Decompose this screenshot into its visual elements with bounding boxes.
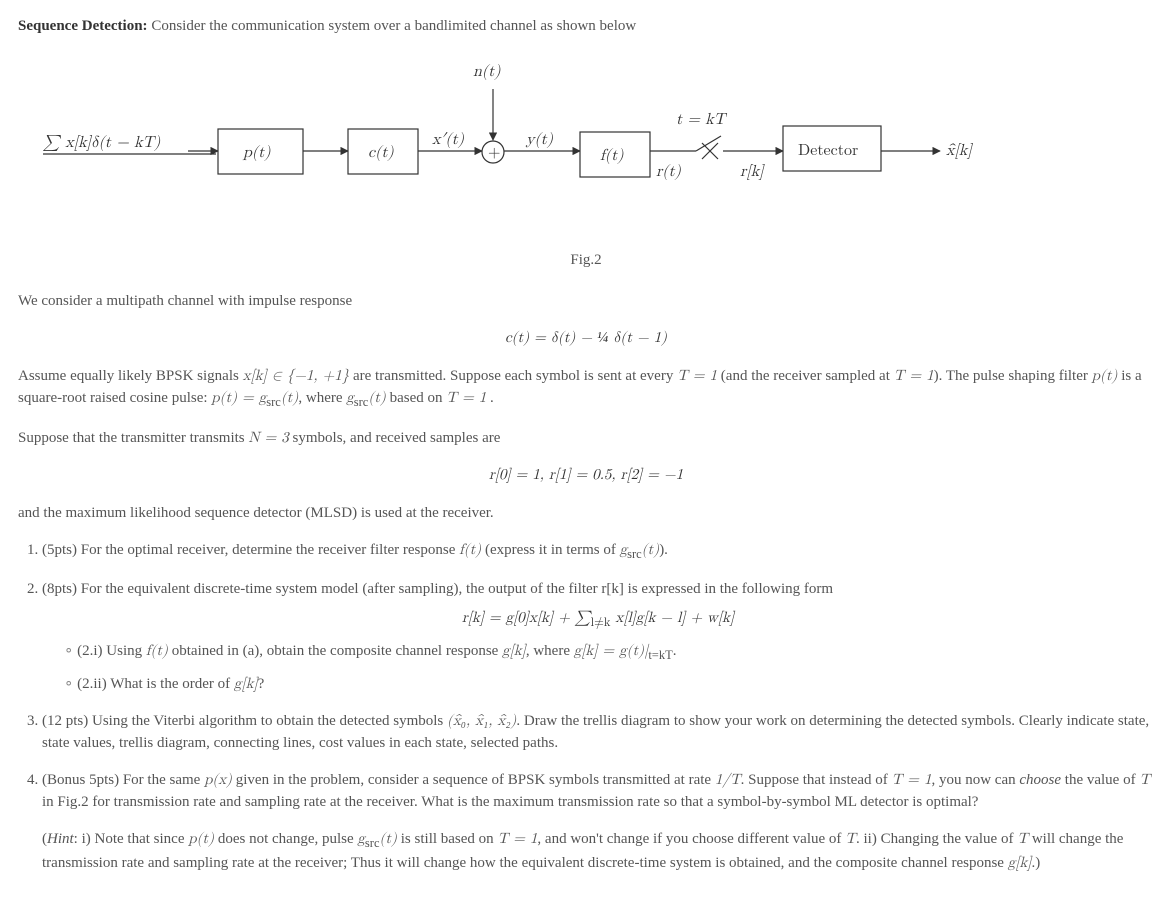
svg-text:f(t): f(t)	[600, 148, 624, 164]
svg-text:p(t): p(t)	[242, 145, 271, 161]
title-prefix: Sequence Detection:	[18, 18, 148, 34]
question-list: (5pts) For the optimal receiver, determi…	[18, 539, 1154, 875]
svg-text:+: +	[488, 145, 500, 161]
eq-samples: r[0] = 1, r[1] = 0.5, r[2] = −1	[18, 464, 1154, 487]
q4: (Bonus 5pts) For the same p(x) given in …	[42, 769, 1154, 875]
title-body: Consider the communication system over a…	[151, 18, 636, 34]
nt-label: n(t)	[473, 64, 501, 80]
q2ii: (2.ii) What is the order of g[k]?	[64, 673, 1154, 696]
xprime-label: x′(t)	[432, 132, 465, 148]
eq-channel: c(t) = δ(t) − ¼ δ(t − 1)	[18, 327, 1154, 350]
block-diagram: ∑ x[k]δ(t − kT) p(t) c(t) x′(t) + n(t) y…	[28, 54, 1154, 232]
p-suppose: Suppose that the transmitter transmits N…	[18, 427, 1154, 450]
svg-text:c(t): c(t)	[368, 145, 395, 161]
p-mlsd: and the maximum likelihood sequence dete…	[18, 502, 1154, 525]
rt-label: r(t)	[656, 164, 682, 180]
p-multipath: We consider a multipath channel with imp…	[18, 290, 1154, 313]
q1: (5pts) For the optimal receiver, determi…	[42, 539, 1154, 564]
q3: (12 pts) Using the Viterbi algorithm to …	[42, 710, 1154, 755]
input-label: ∑ x[k]δ(t − kT)	[42, 135, 161, 151]
figure-caption: Fig.2	[18, 249, 1154, 272]
q2i: (2.i) Using f(t) obtained in (a), obtain…	[64, 640, 1154, 665]
q2: (8pts) For the equivalent discrete-time …	[42, 578, 1154, 696]
eq-rk: r[k] = g[0]x[k] + ∑l≠k x[l]g[k − l] + w[…	[42, 607, 1154, 633]
q4-hint: (Hint: i) Note that since p(t) does not …	[42, 828, 1154, 875]
rk-label: r[k]	[740, 164, 765, 180]
xhat-label: x̂[k]	[946, 143, 973, 159]
svg-text:Detector: Detector	[798, 143, 858, 159]
p-assume: Assume equally likely BPSK signals x[k] …	[18, 365, 1154, 412]
problem-heading: Sequence Detection: Consider the communi…	[18, 15, 1154, 38]
yt-label: y(t)	[525, 132, 554, 148]
sampler-label: t = kT	[676, 112, 728, 128]
